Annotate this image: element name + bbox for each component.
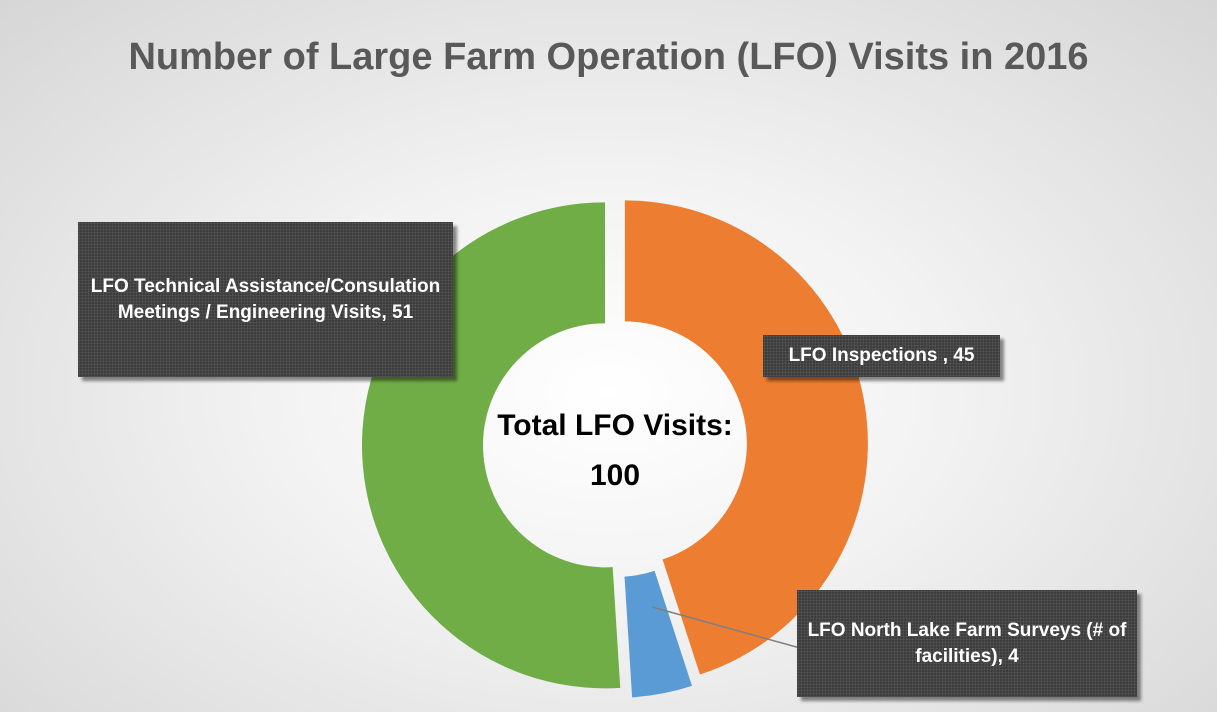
data-label: LFO Technical Assistance/Consulation Mee… bbox=[78, 222, 453, 377]
center-value: 100 bbox=[590, 459, 640, 492]
chart-title: Number of Large Farm Operation (LFO) Vis… bbox=[128, 36, 1089, 78]
donut-slice bbox=[624, 570, 692, 698]
donut-slice bbox=[624, 200, 868, 675]
leader-line bbox=[651, 606, 801, 649]
data-label: LFO Inspections , 45 bbox=[763, 335, 1000, 377]
data-label: LFO North Lake Farm Surveys (# of facili… bbox=[797, 590, 1137, 697]
center-text: Total LFO Visits: bbox=[497, 409, 733, 442]
